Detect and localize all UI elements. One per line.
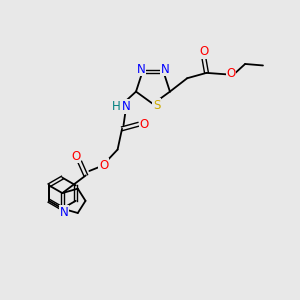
Text: N: N (160, 63, 169, 76)
Text: O: O (226, 67, 236, 80)
Text: O: O (139, 118, 148, 131)
Text: N: N (122, 100, 130, 113)
Text: N: N (60, 206, 68, 219)
Text: S: S (153, 99, 160, 112)
Text: O: O (71, 150, 81, 163)
Text: O: O (99, 159, 108, 172)
Text: O: O (199, 45, 208, 58)
Text: N: N (136, 63, 146, 76)
Text: H: H (111, 100, 120, 113)
